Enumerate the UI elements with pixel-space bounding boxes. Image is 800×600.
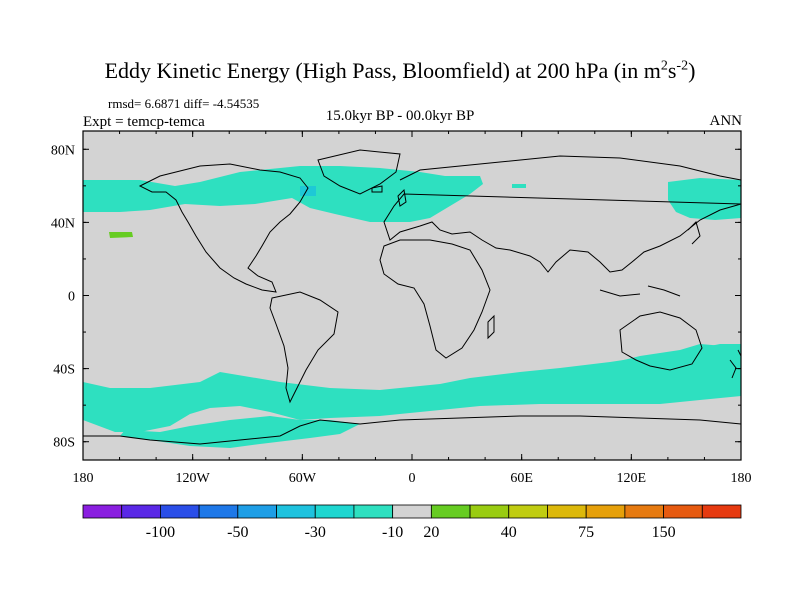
north-pacific-positive-patch	[109, 232, 133, 238]
chart-title: Eddy Kinetic Energy (High Pass, Bloomfie…	[104, 58, 696, 83]
colorbar-swatch	[160, 504, 200, 519]
colorbar-swatch	[353, 504, 394, 519]
lon-tick-label: 120W	[176, 471, 211, 486]
africa-coast	[379, 239, 491, 359]
eurasia-coast	[383, 155, 742, 273]
colorbar: -100 -50 -30 -10 20 40 75 150	[82, 504, 742, 541]
colorbar-swatch	[701, 504, 742, 519]
lat-tick-label: 0	[68, 290, 75, 305]
lon-tick-label: 180	[73, 471, 94, 486]
experiment-label: Expt = temcp-temca	[83, 114, 205, 130]
colorbar-swatch	[547, 504, 587, 519]
colorbar-label: 20	[423, 524, 439, 541]
colorbar-swatch	[198, 504, 239, 519]
lat-tick-label: 40N	[51, 216, 75, 231]
indonesia-coast	[599, 285, 681, 297]
coastlines	[83, 149, 742, 445]
uk-coast	[397, 188, 407, 207]
australia-coast	[619, 311, 703, 371]
lat-tick-label: 80S	[53, 436, 75, 451]
colorbar-swatch	[314, 504, 355, 519]
antarctic-south-band	[120, 416, 360, 448]
colorbar-swatch	[276, 504, 316, 519]
lon-tick-label: 180	[731, 471, 752, 486]
colorbar-swatch	[663, 504, 703, 519]
japan-coast	[687, 221, 701, 245]
north-america-coast	[138, 163, 309, 293]
colorbar-label: 150	[652, 524, 676, 541]
southeast-indian-patch	[600, 344, 730, 366]
lon-tick-label: 60W	[289, 471, 317, 486]
southern-ocean-belt	[83, 344, 741, 432]
antarctica-coast	[83, 415, 742, 445]
season-label: ANN	[709, 113, 743, 129]
south-america-coast	[269, 291, 339, 404]
colorbar-swatch	[508, 504, 548, 519]
longitude-axis: 180 120W 60W 0 60E 120E 180	[73, 131, 752, 486]
stats-text: rmsd= 6.6871 diff= -4.54535	[108, 96, 260, 111]
colorbar-swatch	[392, 504, 432, 519]
iceland-coast	[371, 185, 383, 193]
colorbar-swatch	[121, 504, 161, 519]
colorbar-swatch	[82, 504, 123, 519]
colorbar-label: 40	[501, 524, 517, 541]
colorbar-swatch	[237, 504, 277, 519]
lon-tick-label: 60E	[510, 471, 533, 486]
colorbar-swatch	[469, 504, 510, 519]
lat-tick-label: 40S	[53, 363, 75, 378]
colorbar-label: 75	[578, 524, 594, 541]
lon-tick-label: 0	[409, 471, 416, 486]
colorbar-label: -10	[382, 524, 403, 541]
madagascar-coast	[487, 314, 495, 340]
lat-tick-label: 80N	[51, 143, 75, 158]
greenland-coast	[317, 149, 401, 195]
northern-storm-track	[83, 166, 483, 222]
colorbar-label: -50	[227, 524, 248, 541]
latitude-axis: 80N 40N 0 40S 80S	[51, 143, 741, 451]
colorbar-swatch	[430, 504, 471, 519]
lon-tick-label: 120E	[617, 471, 647, 486]
colorbar-label: -100	[146, 524, 175, 541]
arctic-patch	[512, 184, 526, 188]
colorbar-swatch	[585, 504, 626, 519]
labrador-sea-patch	[300, 186, 316, 196]
colorbar-label: -30	[305, 524, 326, 541]
colorbar-swatch	[624, 504, 664, 519]
period-label: 15.0kyr BP - 00.0kyr BP	[325, 108, 475, 124]
